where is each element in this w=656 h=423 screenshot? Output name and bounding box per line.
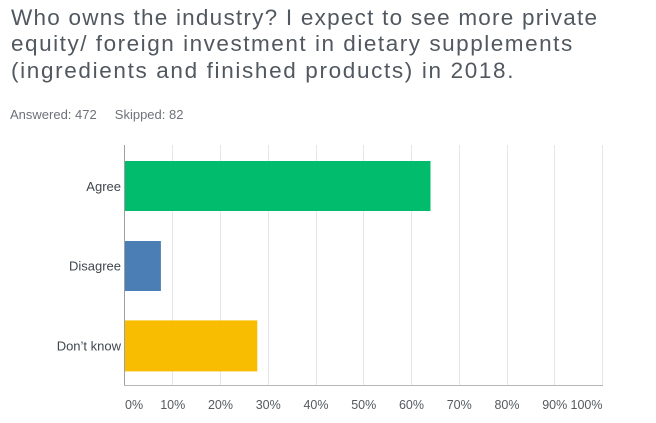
svg-text:0%: 0%	[125, 398, 143, 412]
svg-text:Disagree: Disagree	[69, 259, 121, 274]
svg-text:10%: 10%	[160, 398, 185, 412]
svg-text:30%: 30%	[256, 398, 281, 412]
svg-text:Don’t know: Don’t know	[57, 338, 122, 353]
svg-text:80%: 80%	[494, 398, 519, 412]
svg-text:60%: 60%	[399, 398, 424, 412]
svg-text:70%: 70%	[447, 398, 472, 412]
svg-text:100%: 100%	[571, 398, 603, 412]
svg-text:Agree: Agree	[86, 179, 121, 194]
svg-text:90%: 90%	[542, 398, 567, 412]
svg-text:20%: 20%	[208, 398, 233, 412]
svg-text:50%: 50%	[351, 398, 376, 412]
svg-text:40%: 40%	[303, 398, 328, 412]
